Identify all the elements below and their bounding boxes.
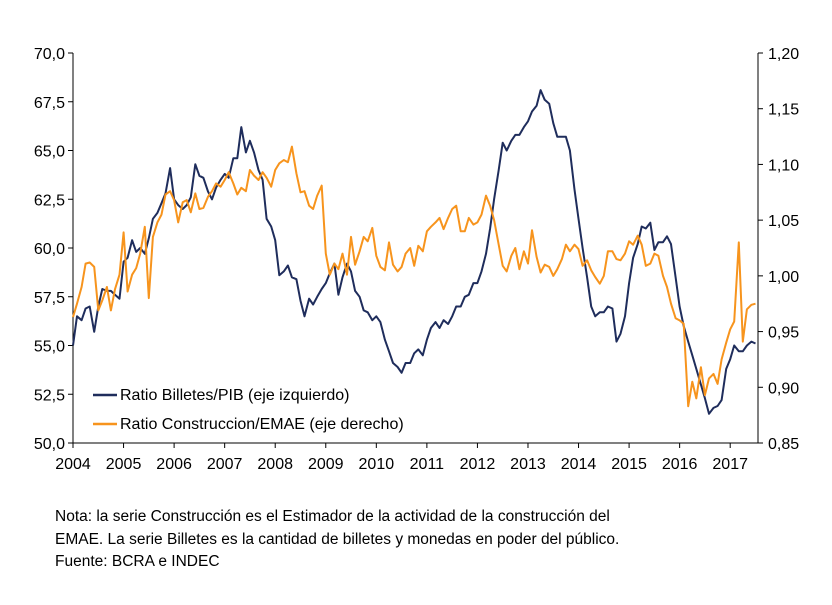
x-tick-label: 2017: [712, 456, 748, 473]
note-line-1: Nota: la serie Construcción es el Estima…: [55, 508, 610, 525]
x-tick-label: 2004: [55, 456, 91, 473]
x-tick-label: 2007: [207, 456, 243, 473]
legend: Ratio Billetes/PIB (eje izquierdo) Ratio…: [93, 387, 404, 433]
y-right-tick-label: 1,05: [768, 213, 799, 230]
y-left-tick-label: 67,5: [34, 95, 65, 112]
y-left-tick-label: 57,5: [34, 290, 65, 307]
y-left-tick-label: 70,0: [34, 46, 65, 63]
x-tick-label: 2015: [611, 456, 647, 473]
x-tick-label: 2010: [359, 456, 395, 473]
y-left-tick-label: 62,5: [34, 192, 65, 209]
x-tick-label: 2013: [510, 456, 546, 473]
y-right-tick-label: 0,90: [768, 380, 799, 397]
legend-label-construccion: Ratio Construccion/EMAE (eje derecho): [120, 416, 404, 433]
x-tick-label: 2008: [257, 456, 293, 473]
chart-note: Nota: la serie Construcción es el Estima…: [55, 506, 815, 574]
note-line-3: Fuente: BCRA e INDEC: [55, 553, 220, 570]
chart: 50,0 52,5 55,0 57,5 60,0 62,5 65,0 67,5 70,0 0,8…: [34, 46, 799, 473]
x-tick-label: 2014: [561, 456, 597, 473]
x-tick-label: 2005: [106, 456, 142, 473]
note-line-2: EMAE. La serie Billetes es la cantidad d…: [55, 530, 620, 548]
x-tick-label: 2016: [662, 456, 698, 473]
y-left-tick-label: 50,0: [34, 436, 65, 453]
y-right-tick-label: 0,85: [768, 436, 799, 453]
series-line-construccion-emae: [72, 145, 756, 408]
x-tick-label: 2011: [410, 456, 445, 473]
y-left-tick-label: 55,0: [34, 339, 65, 356]
legend-label-billetes: Ratio Billetes/PIB (eje izquierdo): [120, 387, 349, 404]
y-right-tick-label: 0,95: [768, 325, 799, 342]
y-right-tick-label: 1,20: [768, 46, 799, 63]
x-tick-label: 2006: [156, 456, 192, 473]
y-right-tick-label: 1,00: [768, 269, 799, 286]
y-right-tick-label: 1,10: [768, 157, 799, 174]
series-line-billetes-pib: [72, 89, 756, 415]
y-left-tick-label: 60,0: [34, 241, 65, 258]
y-left-tick-label: 52,5: [34, 387, 65, 404]
y-right-tick-label: 1,15: [768, 102, 799, 119]
y-left-tick-label: 65,0: [34, 144, 65, 161]
x-tick-label: 2009: [308, 456, 344, 473]
x-tick-label: 2012: [460, 456, 496, 473]
